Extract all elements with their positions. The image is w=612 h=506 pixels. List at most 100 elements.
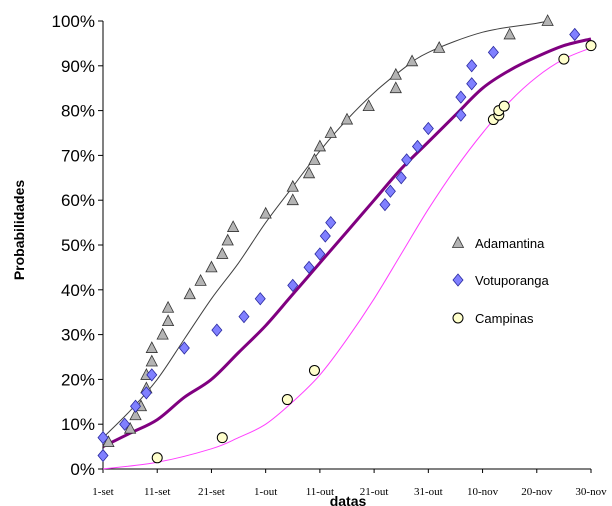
- legend-label-campinas: Campinas: [475, 311, 534, 326]
- data-markers: [97, 14, 597, 464]
- y-tick-label: 80%: [61, 102, 95, 121]
- data-point-votuporanga: [140, 386, 152, 400]
- x-axis-label: datas: [330, 493, 367, 506]
- data-point-adamantina: [286, 179, 299, 192]
- data-point-adamantina: [221, 233, 234, 246]
- fitted-curve-adamantina: [102, 20, 548, 438]
- data-point-votuporanga: [325, 215, 337, 230]
- y-tick-label: 40%: [61, 281, 95, 300]
- data-point-adamantina: [216, 247, 229, 259]
- data-point-adamantina: [362, 99, 375, 112]
- data-point-adamantina: [156, 327, 169, 340]
- data-point-votuporanga: [319, 229, 331, 243]
- x-tick-label: 1-set: [92, 486, 113, 498]
- data-point-adamantina: [123, 421, 137, 434]
- y-tick-label: 50%: [61, 236, 95, 255]
- x-tick-label: 21-set: [198, 486, 225, 498]
- data-point-votuporanga: [303, 260, 315, 275]
- data-point-campinas: [585, 40, 597, 52]
- data-point-votuporanga: [287, 278, 299, 292]
- legend: Adamantina Votuporanga Campinas: [451, 236, 550, 326]
- y-axis-label: Probabilidades: [11, 180, 27, 281]
- data-point-adamantina: [286, 193, 299, 206]
- legend-marker-adamantina: [451, 236, 465, 248]
- data-point-votuporanga: [384, 184, 396, 198]
- y-tick-label: 70%: [61, 146, 95, 165]
- data-point-adamantina: [389, 81, 402, 94]
- data-point-votuporanga: [130, 399, 142, 413]
- x-tick-label: 31-out: [414, 486, 443, 498]
- x-tick-label: 11-out: [306, 486, 334, 498]
- y-tick-label: 60%: [61, 191, 95, 210]
- data-point-adamantina: [405, 54, 419, 67]
- data-point-adamantina: [259, 206, 272, 219]
- x-tick-label: 10-nov: [467, 486, 499, 498]
- data-point-votuporanga: [455, 90, 467, 104]
- legend-label-adamantina: Adamantina: [475, 236, 545, 251]
- data-point-adamantina: [205, 260, 218, 273]
- x-tick-label: 20-nov: [521, 486, 553, 498]
- data-point-votuporanga: [487, 45, 499, 59]
- data-point-votuporanga: [146, 368, 158, 382]
- fitted-curves: [102, 20, 592, 470]
- data-point-adamantina: [313, 139, 327, 152]
- data-point-campinas: [216, 432, 228, 444]
- data-point-votuporanga: [314, 247, 326, 261]
- x-tick-label: 30-nov: [575, 486, 607, 498]
- data-point-adamantina: [340, 112, 354, 125]
- legend-marker-votuporanga: [452, 273, 464, 287]
- y-tick-label: 0%: [70, 460, 95, 479]
- data-point-adamantina: [145, 354, 158, 367]
- data-point-votuporanga: [455, 108, 467, 122]
- y-tick-label: 10%: [61, 415, 95, 434]
- x-tick-label: 1-out: [254, 486, 277, 498]
- data-point-campinas: [308, 364, 320, 376]
- y-tick-label: 20%: [61, 370, 95, 389]
- legend-label-votuporanga: Votuporanga: [475, 273, 550, 288]
- data-point-adamantina: [161, 300, 175, 313]
- data-point-votuporanga: [411, 139, 424, 154]
- data-point-adamantina: [161, 314, 175, 327]
- y-tick-label: 90%: [61, 57, 95, 76]
- data-point-campinas: [151, 452, 163, 464]
- data-point-votuporanga: [422, 121, 434, 136]
- x-tick-label: 21-out: [360, 486, 389, 498]
- data-point-adamantina: [102, 435, 115, 448]
- data-point-votuporanga: [97, 431, 109, 445]
- data-point-campinas: [281, 394, 293, 406]
- x-tick-group: 1-set 11-set 21-set 1-out 11-out 21-out 31-out…: [92, 469, 607, 498]
- data-point-adamantina: [308, 153, 321, 165]
- data-point-votuporanga: [238, 310, 250, 324]
- fitted-curve-campinas: [102, 47, 592, 470]
- data-point-votuporanga: [569, 27, 581, 42]
- y-tick-group: 0% 10% 20% 30% 40% 50% 60% 70% 80% 90% 100%: [52, 12, 103, 479]
- data-point-votuporanga: [178, 341, 190, 355]
- data-point-votuporanga: [395, 171, 407, 185]
- data-point-adamantina: [324, 126, 337, 138]
- data-point-votuporanga: [379, 198, 391, 212]
- fitted-curve-votuporanga: [102, 37, 592, 448]
- data-point-adamantina: [302, 166, 316, 179]
- y-tick-label: 100%: [52, 12, 95, 31]
- data-point-adamantina: [194, 273, 207, 286]
- data-point-votuporanga: [466, 59, 478, 73]
- data-point-adamantina: [183, 287, 196, 300]
- data-point-votuporanga: [401, 153, 413, 167]
- data-point-votuporanga: [211, 323, 223, 337]
- data-point-adamantina: [129, 408, 142, 421]
- x-tick-label: 11-set: [144, 486, 170, 498]
- data-point-votuporanga: [119, 417, 131, 431]
- data-point-votuporanga: [254, 292, 266, 306]
- data-point-adamantina: [389, 67, 402, 80]
- data-point-adamantina: [541, 14, 554, 26]
- data-point-votuporanga: [97, 448, 109, 463]
- legend-marker-campinas: [452, 312, 464, 324]
- data-point-campinas: [498, 100, 510, 112]
- data-point-votuporanga: [466, 77, 478, 91]
- data-point-adamantina: [433, 41, 446, 53]
- data-point-adamantina: [145, 341, 158, 353]
- data-point-adamantina: [226, 220, 240, 232]
- y-tick-label: 30%: [61, 326, 95, 345]
- data-point-campinas: [558, 53, 570, 65]
